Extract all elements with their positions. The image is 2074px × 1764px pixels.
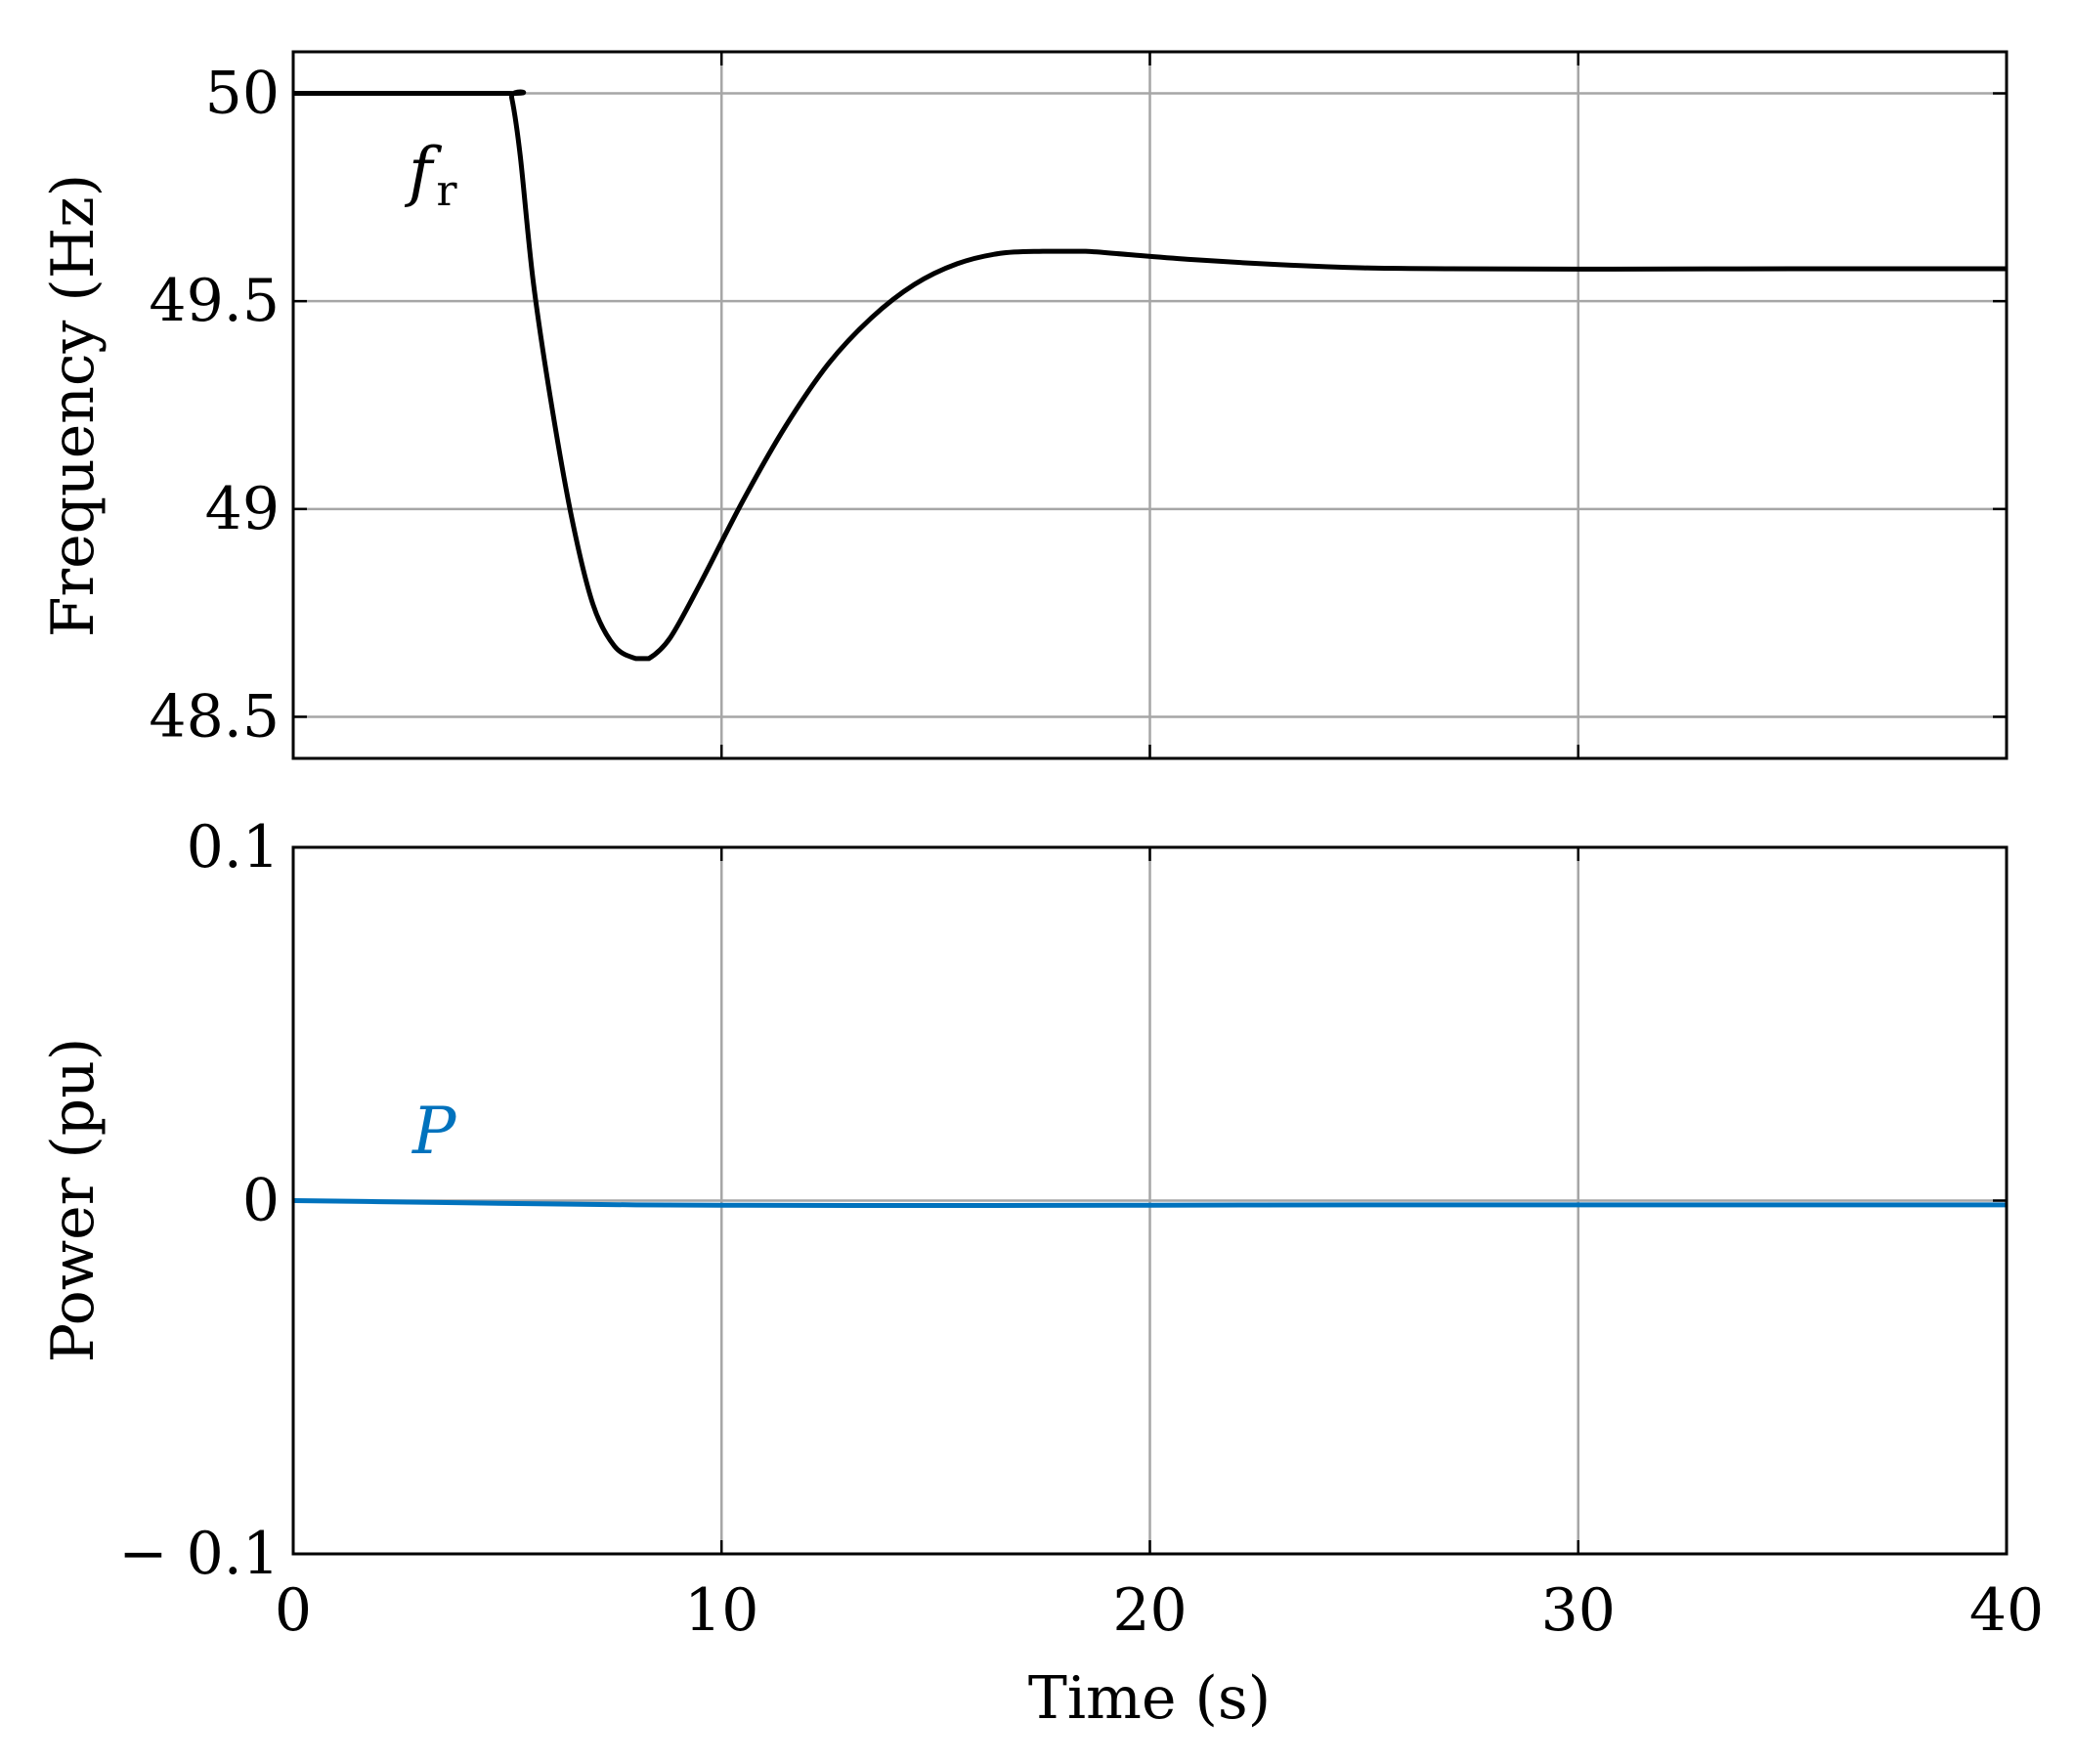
x-tick-label: 10 xyxy=(684,1576,758,1645)
frequency-panel: 48.5 49 49.5 50 Frequency (Hz) fr xyxy=(39,50,2009,760)
y-tick-label: 49 xyxy=(205,475,280,543)
time-axis-label: Time (s) xyxy=(1028,1664,1271,1733)
frequency-y-tick-labels: 48.5 49 49.5 50 xyxy=(149,60,280,752)
power-panel: − 0.100.1 0 10 20 30 40 Power (pu) Time (s) … xyxy=(39,813,2044,1733)
x-tick-label: 0 xyxy=(275,1576,312,1645)
power-series-line xyxy=(292,1198,2007,1209)
frequency-plot-frame xyxy=(291,50,2009,760)
power-x-tick-labels: 0 10 20 30 40 xyxy=(275,1576,2044,1645)
x-tick-label: 40 xyxy=(1969,1576,2044,1645)
x-tick-label: 30 xyxy=(1541,1576,1616,1645)
power-y-tick-labels: − 0.1 0 0.1 xyxy=(118,813,280,1588)
y-tick-label: 0.1 xyxy=(187,813,280,882)
power-grid xyxy=(293,847,2007,1554)
frequency-series-label: fr xyxy=(404,134,457,216)
y-tick-label: 48.5 xyxy=(149,682,280,751)
y-tick-label: 0 xyxy=(242,1167,280,1235)
frequency-ticks xyxy=(291,52,2009,758)
power-axis-label: Power (pu) xyxy=(39,1038,108,1363)
x-tick-label: 20 xyxy=(1112,1576,1187,1645)
power-series-label: P xyxy=(411,1094,457,1169)
frequency-axis-label: Frequency (Hz) xyxy=(39,174,108,637)
power-plot-frame xyxy=(291,845,2009,1556)
frequency-grid xyxy=(293,52,2007,758)
y-tick-label: − 0.1 xyxy=(118,1520,280,1588)
y-tick-label: 50 xyxy=(205,60,280,128)
frequency-series-line xyxy=(292,89,2007,662)
y-tick-label: 49.5 xyxy=(149,267,280,335)
